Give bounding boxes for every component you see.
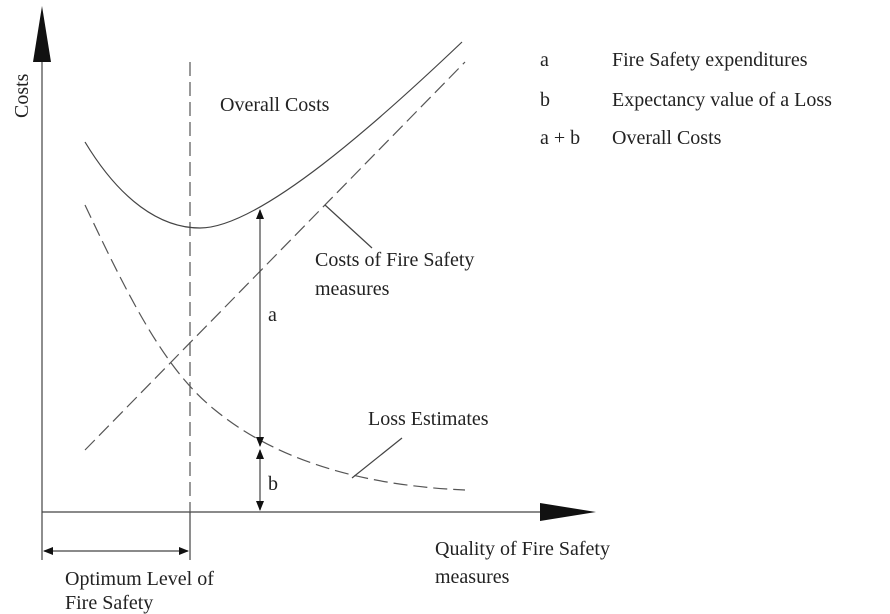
label: Fire Safety <box>65 592 153 614</box>
legend-text: Overall Costs <box>612 127 722 149</box>
label: Loss Estimates <box>368 408 489 430</box>
legend-key: a + b <box>540 127 580 149</box>
overall-costs-curve <box>84 41 463 229</box>
loss-estimates-curve <box>84 204 466 491</box>
x-axis-label: Quality of Fire Safety <box>435 538 610 560</box>
fire-safety-costs-line <box>84 61 466 451</box>
label: measures <box>315 278 390 300</box>
legend-key: a <box>540 49 549 71</box>
legend-text: Fire Safety expenditures <box>612 49 808 71</box>
leader <box>351 437 403 479</box>
label: Costs of Fire Safety <box>315 249 474 271</box>
y-axis-arrow <box>33 6 51 62</box>
label: Optimum Level of <box>65 568 214 590</box>
label: a <box>268 304 277 326</box>
label: b <box>268 473 278 495</box>
legend-key: b <box>540 89 550 111</box>
legend-text: Expectancy value of a Loss <box>612 89 832 111</box>
x-axis-label: measures <box>435 566 510 588</box>
leader <box>324 204 373 249</box>
y-axis-label: Costs <box>11 73 33 118</box>
x-axis-arrow <box>540 503 596 521</box>
label: Overall Costs <box>220 94 330 116</box>
